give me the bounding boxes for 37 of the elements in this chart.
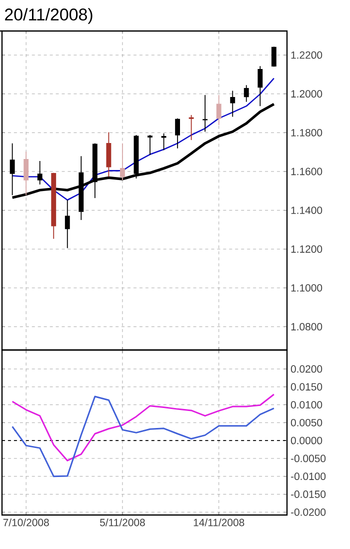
x-tick-label: 7/10/2008 bbox=[3, 518, 49, 526]
candlestick bbox=[175, 118, 180, 149]
y-tick-label: 0.0050 bbox=[290, 418, 322, 426]
y-tick-label: 1.1600 bbox=[291, 168, 322, 176]
candlestick bbox=[148, 134, 152, 156]
y-tick-label: 1.1400 bbox=[291, 206, 322, 214]
candlestick bbox=[271, 46, 276, 68]
candlestick bbox=[24, 151, 29, 196]
x-tick-label: 5/11/2008 bbox=[100, 518, 145, 526]
y-tick-label: 1.1800 bbox=[291, 128, 322, 136]
candlestick bbox=[244, 84, 249, 102]
y-tick-label: 0.0200 bbox=[290, 365, 322, 373]
y-tick-label: -0.0050 bbox=[290, 454, 326, 462]
candlestick bbox=[216, 94, 222, 126]
y-tick-label: -0.0200 bbox=[290, 508, 326, 516]
y-tick-label: 1.2200 bbox=[291, 51, 322, 59]
candlestick bbox=[230, 90, 236, 118]
y-tick-label: 0.0100 bbox=[290, 401, 322, 408]
candlestick bbox=[120, 142, 125, 180]
candlestick bbox=[202, 94, 208, 132]
y-tick-label: 1.1000 bbox=[291, 284, 322, 292]
y-tick-label: 1.0800 bbox=[291, 323, 322, 330]
y-tick-label: 0.0150 bbox=[290, 383, 322, 391]
y-tick-label: -0.0150 bbox=[290, 490, 326, 498]
candlestick bbox=[258, 66, 263, 107]
x-tick-label: 14/11/2008 bbox=[194, 518, 244, 526]
candlestick bbox=[37, 160, 42, 185]
y-tick-label: 1.1200 bbox=[291, 245, 322, 253]
y-tick-label: -0.0100 bbox=[290, 472, 326, 480]
line-series bbox=[12, 394, 275, 462]
y-tick-label: 0.0000 bbox=[290, 436, 322, 444]
line-series bbox=[12, 78, 275, 201]
candlestick bbox=[106, 132, 112, 178]
y-tick-label: 1.2000 bbox=[291, 90, 322, 98]
chart-title: 20/11/2008) bbox=[5, 8, 92, 24]
candlestick bbox=[64, 200, 70, 249]
candlestick bbox=[188, 114, 194, 140]
